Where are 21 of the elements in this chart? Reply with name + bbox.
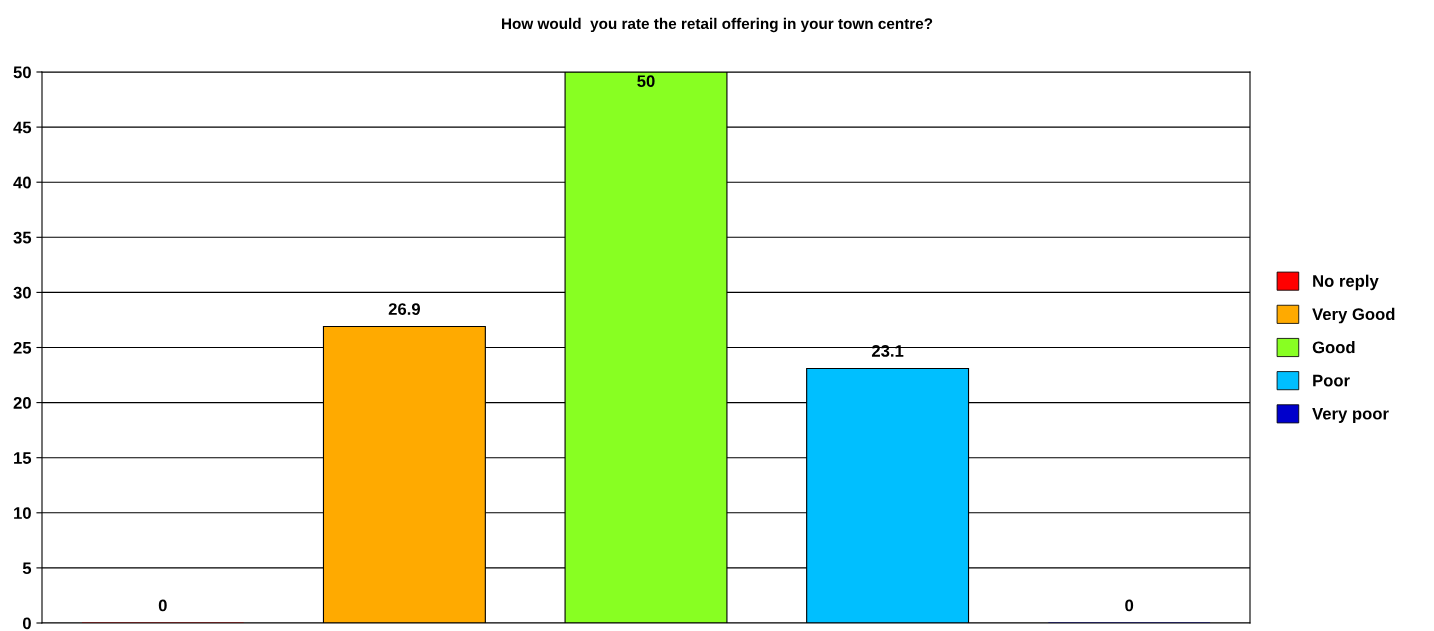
legend-label: Very Good xyxy=(1312,307,1395,324)
legend-label: Good xyxy=(1312,341,1355,354)
legend-label: No reply xyxy=(1313,274,1379,291)
chart-title: How would you rate the retail offering in your town centre? xyxy=(502,17,933,33)
y-tick-label: 15 xyxy=(14,452,32,464)
y-tick-label: 30 xyxy=(13,286,31,299)
y-tick-label: 40 xyxy=(13,176,31,189)
data-label: 26.9 xyxy=(388,303,420,315)
y-tick-label: 5 xyxy=(22,562,32,575)
legend-label: Poor xyxy=(1313,374,1350,387)
y-tick-label: 0 xyxy=(22,617,31,630)
data-label: 0 xyxy=(1125,599,1134,612)
y-tick-label: 35 xyxy=(13,231,32,244)
y-tick-label: 50 xyxy=(13,66,31,79)
legend-label: Very poor xyxy=(1312,407,1389,423)
y-tick-label: 20 xyxy=(13,397,31,409)
data-label: 0 xyxy=(158,599,167,612)
y-tick-label: 45 xyxy=(13,121,32,134)
y-tick-label: 10 xyxy=(14,507,31,519)
y-tick-label: 25 xyxy=(13,341,32,354)
data-label: 50 xyxy=(637,75,655,88)
